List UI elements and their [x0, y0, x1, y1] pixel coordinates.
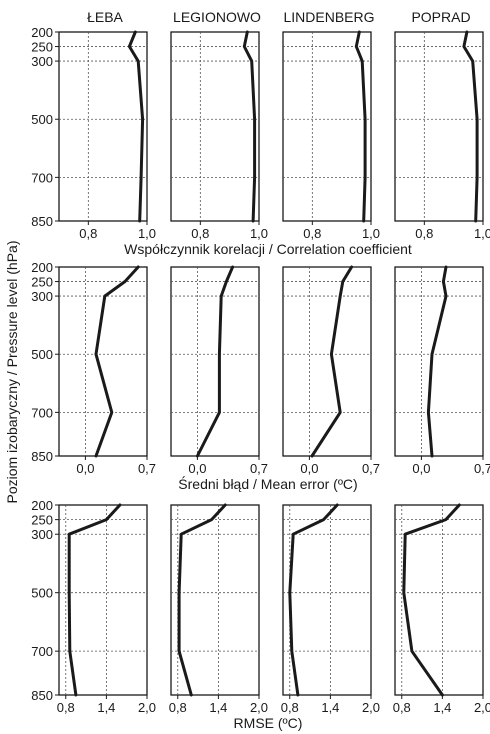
panel-frame [58, 504, 148, 696]
y-tick-label-200: 200 [31, 25, 53, 40]
series-line-leba [127, 30, 145, 223]
panel-legionowo-row-3: 0,8 1,4 2,0 [169, 503, 268, 715]
y-tick-label-700: 700 [31, 170, 53, 185]
x-axis-title-row-1: Współczynnik korelacji / Correlation coe… [124, 241, 412, 257]
series-line-poprad [462, 30, 479, 223]
series-line-legionowo [242, 30, 257, 223]
y-tick-label-850: 850 [31, 449, 53, 464]
panel-poprad-row-2: 0,0 0,7 [394, 265, 490, 476]
panel-lindenberg-row-2: 0,0 0,7 [282, 265, 380, 476]
x-axis-title-row-2: Średni błąd / Mean error (ºC) [178, 475, 357, 492]
y-tick-label-300: 300 [31, 289, 53, 304]
panel-frame [394, 266, 484, 457]
series-line-poprad [426, 265, 448, 458]
y-tick-label-300: 300 [31, 527, 53, 542]
panel-frame [170, 31, 260, 222]
y-tick-label-300: 300 [31, 54, 53, 69]
series-line-poprad [402, 503, 461, 697]
y-tick-label-850: 850 [31, 688, 53, 703]
station-title-poprad: POPRAD [411, 9, 470, 25]
y-tick-label-200: 200 [31, 260, 53, 275]
x-tick-label: 2,0 [362, 700, 380, 715]
panel-poprad-row-1: 0,8 1,0 [394, 30, 490, 241]
y-tick-label-500: 500 [31, 347, 53, 362]
x-tick-label: 2,0 [474, 700, 490, 715]
x-tick-label: 0,8 [281, 700, 299, 715]
chart-row-3: 0,8 1,4 2,0 0,8 1,4 2,0 0,8 1,4 2,0 0,8 1,4 2,0 2002… [31, 498, 490, 731]
y-tick-label-850: 850 [31, 214, 53, 229]
y-tick-label-500: 500 [31, 112, 53, 127]
y-tick-label-700: 700 [31, 644, 53, 659]
x-axis-title-row-3: RMSE (ºC) [234, 715, 303, 731]
y-tick-label-250: 250 [31, 40, 53, 55]
panel-lindenberg-row-1: 0,8 1,0 [282, 30, 380, 241]
x-tick-label: 0,8 [415, 226, 433, 241]
y-tick-label-200: 200 [31, 498, 53, 513]
y-tick-label-250: 250 [31, 513, 53, 528]
panel-leba-row-3: 0,8 1,4 2,0 [57, 503, 156, 715]
x-tick-label: 0,8 [79, 226, 97, 241]
x-tick-label: 1,4 [321, 700, 339, 715]
x-tick-label: 0,8 [169, 700, 187, 715]
panel-leba-row-1: 0,8 1,0 [58, 30, 156, 241]
series-line-legionowo [177, 503, 227, 697]
x-tick-label: 0,8 [393, 700, 411, 715]
panel-frame [170, 504, 260, 696]
x-tick-label: 0,0 [188, 461, 206, 476]
y-tick-label-700: 700 [31, 405, 53, 420]
station-titles: ŁEBA LEGIONOWO LINDENBERG POPRAD [87, 9, 470, 25]
series-line-leba [67, 503, 122, 697]
x-tick-label: 1,0 [138, 226, 156, 241]
x-tick-label: 1,0 [362, 226, 380, 241]
station-title-lindenberg: LINDENBERG [283, 9, 374, 25]
panel-legionowo-row-1: 0,8 1,0 [170, 30, 268, 241]
x-tick-label: 0,8 [191, 226, 209, 241]
panel-frame [394, 31, 484, 222]
y-axis-label: Poziom izobaryczny / Pressure level (hPa… [4, 241, 20, 504]
y-tick-label-500: 500 [31, 586, 53, 601]
panel-frame [282, 504, 372, 696]
panel-frame [58, 266, 148, 457]
x-tick-label: 1,4 [97, 700, 115, 715]
x-tick-label: 0,8 [57, 700, 75, 715]
series-line-legionowo [195, 265, 235, 458]
panel-frame [58, 31, 148, 222]
panel-frame [282, 266, 372, 457]
series-line-lindenberg [288, 503, 339, 697]
x-tick-label: 1,4 [209, 700, 227, 715]
x-tick-label: 0,7 [474, 461, 490, 476]
series-line-leba [94, 265, 140, 458]
x-tick-label: 1,4 [433, 700, 451, 715]
x-tick-label: 1,0 [474, 226, 490, 241]
panel-frame [282, 31, 372, 222]
series-line-lindenberg [310, 265, 354, 458]
x-tick-label: 0,8 [303, 226, 321, 241]
x-tick-label: 2,0 [138, 700, 156, 715]
panel-lindenberg-row-3: 0,8 1,4 2,0 [281, 503, 380, 715]
panel-legionowo-row-2: 0,0 0,7 [170, 265, 268, 476]
x-tick-label: 2,0 [250, 700, 268, 715]
y-tick-label-250: 250 [31, 275, 53, 290]
x-tick-label: 0,0 [76, 461, 94, 476]
x-tick-label: 0,0 [412, 461, 430, 476]
series-line-lindenberg [354, 30, 367, 223]
panel-rows: 0,8 1,0 0,8 1,0 0,8 1,0 0,8 1,02002503005007008… [31, 25, 490, 731]
panel-poprad-row-3: 0,8 1,4 2,0 [393, 503, 490, 715]
x-tick-label: 0,0 [300, 461, 318, 476]
station-title-legionowo: LEGIONOWO [173, 9, 261, 25]
x-tick-label: 0,7 [138, 461, 156, 476]
x-tick-label: 0,7 [362, 461, 380, 476]
panel-frame [394, 504, 484, 696]
panel-leba-row-2: 0,0 0,7 [58, 265, 156, 476]
x-tick-label: 1,0 [250, 226, 268, 241]
x-tick-label: 0,7 [250, 461, 268, 476]
station-title-leba: ŁEBA [87, 9, 123, 25]
panel-frame [170, 266, 260, 457]
